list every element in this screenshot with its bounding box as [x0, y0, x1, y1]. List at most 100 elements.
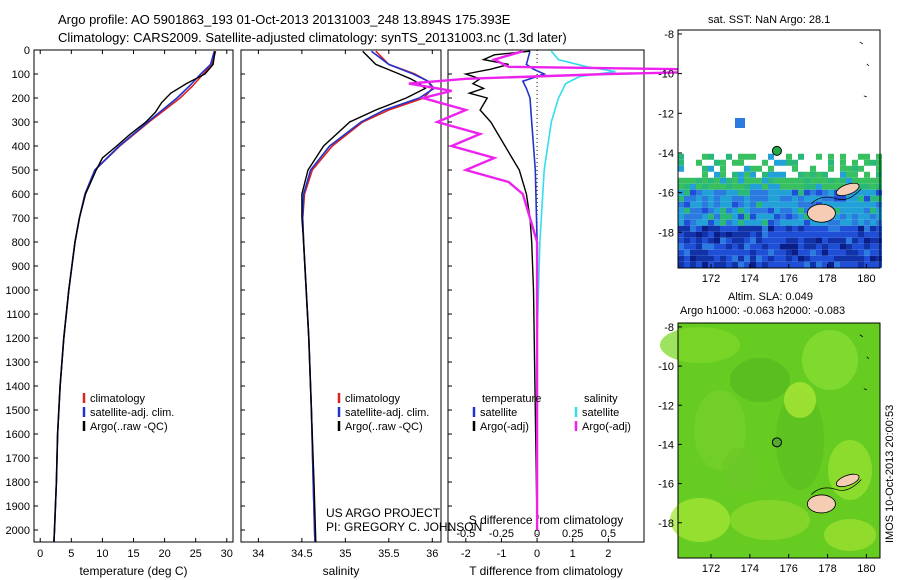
sst-cell	[702, 171, 708, 178]
sst-cell	[810, 231, 816, 238]
sst-cell	[684, 261, 690, 268]
sst-cell	[690, 237, 696, 244]
sst-cell	[780, 219, 786, 226]
sst-cell	[690, 213, 696, 220]
sla-map-small-islets	[859, 334, 870, 391]
sst-cell	[774, 249, 780, 256]
sst-cell	[708, 225, 714, 232]
sst-cell	[864, 153, 870, 160]
sst-cell	[744, 237, 750, 244]
sst-cell	[876, 159, 882, 166]
sst-cell	[744, 249, 750, 256]
sst-cell	[714, 255, 720, 262]
sst-cell	[828, 183, 834, 190]
sst-cell	[702, 255, 708, 262]
sst-cell	[768, 255, 774, 262]
sst-cell	[684, 201, 690, 208]
salinity-legend-climatology: climatology	[345, 393, 401, 405]
sst-cell	[720, 255, 726, 262]
sst-cell	[810, 237, 816, 244]
page-title-line2: Climatology: CARS2009. Satellite-adjuste…	[58, 30, 567, 45]
sst-cell	[780, 231, 786, 238]
sst-cell	[750, 213, 756, 220]
sst-cell	[846, 201, 852, 208]
sst-cell	[702, 243, 708, 250]
sst-cell	[840, 243, 846, 250]
sst-cell	[858, 249, 864, 256]
sst-cell	[762, 243, 768, 250]
sst-cell	[702, 207, 708, 214]
sst-cell	[678, 243, 684, 250]
sst-cell	[756, 219, 762, 226]
sst-cell	[828, 159, 834, 166]
sst-cell	[792, 207, 798, 214]
sst-cell	[870, 207, 876, 214]
sst-cell	[696, 219, 702, 226]
sst-cell	[768, 165, 774, 172]
sst-cell	[726, 177, 732, 184]
sst-cell	[828, 237, 834, 244]
temperature-argo-line	[53, 51, 216, 543]
sla-map-argo-marker	[771, 437, 782, 448]
sst-cell	[804, 237, 810, 244]
sst-cell	[768, 249, 774, 256]
sla-map-lon-tick-label: 174	[741, 563, 759, 575]
sst-cell	[828, 231, 834, 238]
sst-cell	[720, 231, 726, 238]
sst-cell	[738, 249, 744, 256]
sst-cell	[792, 237, 798, 244]
sst-cell	[876, 207, 882, 214]
sst-cell	[714, 207, 720, 214]
sst-cell	[822, 261, 828, 268]
sst-cell	[798, 189, 804, 196]
sst-cell	[678, 231, 684, 238]
sst-cell	[792, 243, 798, 250]
sst-cell	[744, 207, 750, 214]
sst-cell	[834, 207, 840, 214]
salinity-axis-tick-label: 35	[339, 548, 351, 560]
sst-cell	[768, 219, 774, 226]
sst-cell	[696, 201, 702, 208]
sst-cell	[858, 201, 864, 208]
temperature-legend-satellite: satellite-adj. clim.	[90, 407, 174, 419]
sst-cell	[708, 153, 714, 160]
sst-cell	[708, 219, 714, 226]
sst-cell	[798, 261, 804, 268]
sst-cell	[738, 219, 744, 226]
sst-cell	[792, 225, 798, 232]
sst-cell	[804, 189, 810, 196]
sst-cell	[798, 201, 804, 208]
sst-cell	[678, 177, 684, 184]
sst-cell	[690, 249, 696, 256]
sst-cell	[768, 189, 774, 196]
sst-cell	[690, 261, 696, 268]
sst-cell	[792, 195, 798, 202]
sst-cell	[762, 171, 768, 178]
temperature-axis-tick-label: 25	[190, 548, 202, 560]
sst-cell	[714, 201, 720, 208]
sla-map-lat-tick-label: -14	[658, 439, 674, 451]
sst-cell	[816, 171, 822, 178]
sst-cell	[798, 225, 804, 232]
sst-cell	[804, 261, 810, 268]
sla-blob	[776, 390, 824, 490]
sst-cell	[702, 177, 708, 184]
sst-cell	[798, 207, 804, 214]
sst-cell	[744, 183, 750, 190]
sst-cell	[828, 153, 834, 160]
sst-cell	[732, 237, 738, 244]
sst-cell	[714, 243, 720, 250]
sla-map-lon-tick-label: 172	[702, 563, 720, 575]
sst-cell	[744, 201, 750, 208]
sst-cell	[876, 189, 882, 196]
sst-cell	[690, 207, 696, 214]
sst-cell	[732, 231, 738, 238]
sst-cell	[786, 225, 792, 232]
sst-cell	[726, 255, 732, 262]
sst-cell	[708, 231, 714, 238]
sst-isolated-cell	[735, 118, 745, 128]
sst-cell	[696, 255, 702, 262]
sst-cell	[816, 255, 822, 262]
sst-cell	[708, 201, 714, 208]
sst-cell	[864, 261, 870, 268]
